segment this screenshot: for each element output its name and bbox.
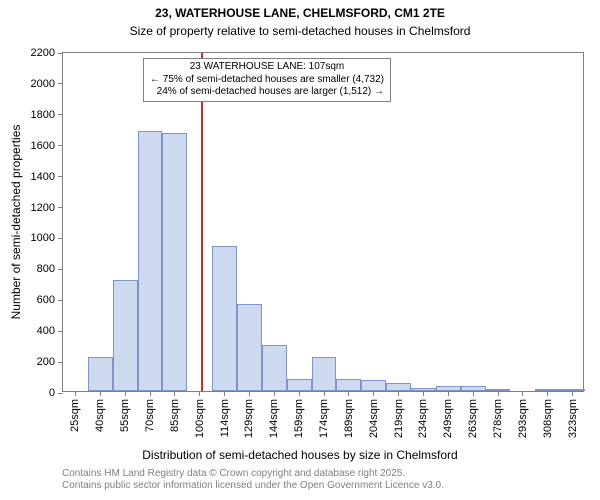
xtick-label: 129sqm: [243, 399, 255, 438]
xtick-mark: [299, 391, 300, 396]
histogram-bar: [361, 380, 386, 391]
ytick-label: 2200: [31, 47, 63, 59]
xtick-mark: [448, 391, 449, 396]
ytick-label: 1800: [31, 109, 63, 121]
xtick-mark: [150, 391, 151, 396]
histogram-bar: [212, 246, 237, 391]
ytick-label: 1600: [31, 140, 63, 152]
xtick-mark: [274, 391, 275, 396]
ytick-label: 2000: [31, 78, 63, 90]
xtick-mark: [473, 391, 474, 396]
xtick-label: 293sqm: [517, 399, 529, 438]
xtick-mark: [572, 391, 573, 396]
xtick-mark: [199, 391, 200, 396]
y-axis-label: Number of semi-detached properties: [9, 125, 23, 320]
xtick-label: 263sqm: [467, 399, 479, 438]
x-axis-label: Distribution of semi-detached houses by …: [0, 448, 600, 462]
ytick-label: 200: [37, 356, 63, 368]
xtick-label: 70sqm: [144, 399, 156, 432]
xtick-label: 174sqm: [318, 399, 330, 438]
xtick-mark: [498, 391, 499, 396]
histogram-bar: [312, 357, 337, 391]
xtick-label: 234sqm: [417, 399, 429, 438]
plot-area: 23 WATERHOUSE LANE: 107sqm ← 75% of semi…: [62, 52, 584, 392]
xtick-mark: [398, 391, 399, 396]
ytick-label: 1000: [31, 232, 63, 244]
histogram-bar: [386, 383, 411, 391]
chart-title: 23, WATERHOUSE LANE, CHELMSFORD, CM1 2TE: [0, 6, 600, 20]
xtick-mark: [174, 391, 175, 396]
xtick-mark: [547, 391, 548, 396]
annotation-box: 23 WATERHOUSE LANE: 107sqm ← 75% of semi…: [143, 58, 391, 102]
xtick-mark: [423, 391, 424, 396]
annotation-line3: 24% of semi-detached houses are larger (…: [150, 86, 384, 99]
histogram-bar: [138, 131, 163, 391]
xtick-label: 85sqm: [169, 399, 181, 432]
xtick-label: 55sqm: [119, 399, 131, 432]
property-marker-line: [201, 53, 203, 391]
annotation-line2: ← 75% of semi-detached houses are smalle…: [150, 74, 384, 87]
footer-line2: Contains public sector information licen…: [62, 480, 444, 492]
xtick-mark: [348, 391, 349, 396]
histogram-bar: [336, 379, 361, 391]
histogram-bar: [88, 357, 113, 391]
xtick-label: 204sqm: [368, 399, 380, 438]
xtick-label: 219sqm: [393, 399, 405, 438]
xtick-label: 114sqm: [219, 399, 231, 437]
xtick-mark: [75, 391, 76, 396]
ytick-label: 400: [37, 325, 63, 337]
ytick-label: 600: [37, 294, 63, 306]
xtick-label: 100sqm: [194, 399, 206, 438]
xtick-label: 40sqm: [94, 399, 106, 432]
xtick-label: 189sqm: [343, 399, 355, 438]
xtick-label: 144sqm: [268, 399, 280, 438]
chart-subtitle: Size of property relative to semi-detach…: [0, 24, 600, 38]
xtick-mark: [125, 391, 126, 396]
xtick-label: 308sqm: [542, 399, 554, 438]
histogram-bar: [287, 379, 312, 391]
xtick-label: 278sqm: [492, 399, 504, 438]
ytick-label: 1400: [31, 171, 63, 183]
histogram-bar: [237, 304, 262, 391]
ytick-label: 800: [37, 263, 63, 275]
histogram-bar: [262, 345, 287, 391]
chart-container: 23, WATERHOUSE LANE, CHELMSFORD, CM1 2TE…: [0, 0, 600, 500]
xtick-mark: [249, 391, 250, 396]
xtick-label: 323sqm: [567, 399, 579, 438]
xtick-mark: [100, 391, 101, 396]
xtick-mark: [224, 391, 225, 396]
annotation-line1: 23 WATERHOUSE LANE: 107sqm: [150, 61, 384, 74]
footer-attribution: Contains HM Land Registry data © Crown c…: [62, 468, 444, 492]
ytick-label: 1200: [31, 202, 63, 214]
xtick-mark: [373, 391, 374, 396]
histogram-bar: [113, 280, 138, 391]
xtick-mark: [522, 391, 523, 396]
xtick-label: 25sqm: [69, 399, 81, 432]
ytick-label: 0: [49, 387, 63, 399]
histogram-bar: [162, 133, 187, 391]
footer-line1: Contains HM Land Registry data © Crown c…: [62, 468, 444, 480]
xtick-label: 159sqm: [293, 399, 305, 438]
xtick-label: 249sqm: [442, 399, 454, 438]
xtick-mark: [324, 391, 325, 396]
